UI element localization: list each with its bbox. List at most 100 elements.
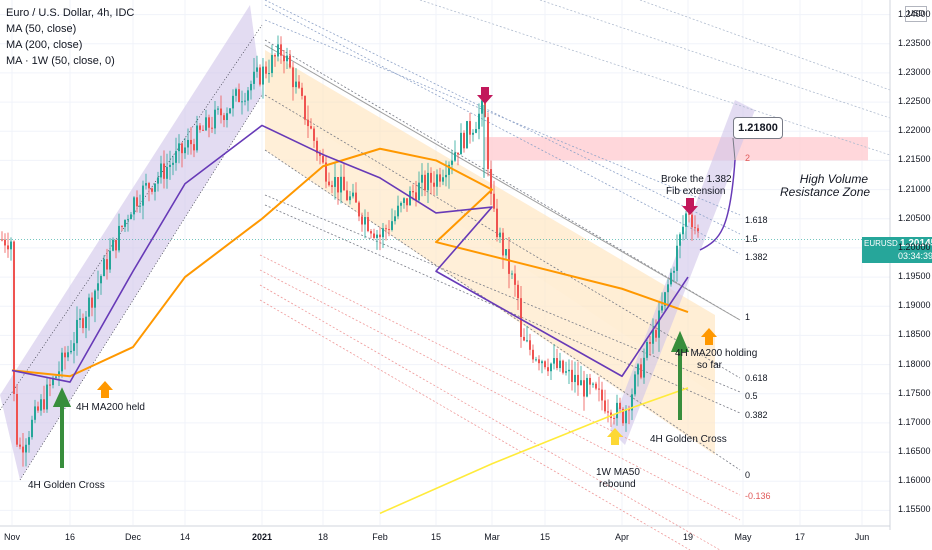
x-tick-label: Apr — [614, 532, 630, 542]
candle-body — [310, 126, 312, 129]
candle-body — [133, 197, 135, 215]
candle-body — [547, 367, 549, 372]
candle-body — [70, 350, 72, 353]
target-label: 1.21800 — [733, 117, 783, 139]
candle-body — [178, 143, 180, 152]
projection-curve — [699, 159, 736, 251]
y-tick-label: 1.21000 — [898, 183, 931, 194]
fib-label-1382: 1.382 — [745, 252, 768, 262]
candle-body — [430, 172, 432, 183]
candle-body — [220, 108, 222, 116]
candle-body — [469, 121, 471, 135]
fib-line — [264, 204, 741, 414]
fib-break-label-2: Fib extension — [666, 186, 726, 197]
fib-label-05: 0.5 — [745, 391, 758, 401]
candle-body — [109, 250, 111, 270]
x-tick-label: Dec — [124, 532, 142, 542]
candle-body — [454, 152, 456, 161]
candle-body — [196, 125, 198, 151]
candle-body — [505, 249, 507, 256]
candle-body — [688, 213, 690, 215]
candle-body — [226, 113, 228, 121]
candle-body — [238, 89, 240, 103]
candle-body — [628, 409, 630, 411]
candle-body — [343, 176, 345, 191]
candle-body — [544, 361, 546, 368]
candle-body — [655, 330, 657, 338]
candle-body — [646, 342, 648, 358]
candle-body — [364, 217, 366, 225]
candle-body — [394, 216, 396, 222]
candle-body — [211, 127, 213, 129]
price-tag-symbol: EURUSD — [864, 239, 898, 248]
candle-body — [445, 174, 447, 178]
candle-body — [235, 89, 237, 96]
wma50-rebound-label-2: rebound — [599, 479, 636, 490]
candle-body — [142, 185, 144, 206]
candle-body — [151, 188, 153, 192]
y-tick-label: 1.16000 — [898, 475, 931, 486]
candle-body — [574, 374, 576, 383]
candle-body — [112, 239, 114, 251]
currency-button[interactable]: USD — [905, 6, 927, 22]
candle-body — [241, 101, 243, 103]
candle-body — [466, 121, 468, 149]
legend-ma1w: MA · 1W (50, close, 0) — [6, 55, 115, 67]
candle-body — [217, 108, 219, 110]
candle-body — [64, 352, 66, 358]
candle-body — [295, 81, 297, 88]
wma50-rebound-label-1: 1W MA50 — [596, 467, 640, 478]
candle-body — [472, 132, 474, 135]
candle-body — [670, 272, 672, 285]
ma1w-line — [379, 387, 689, 515]
fib-label-1: 1 — [745, 312, 751, 322]
y-tick-label: 1.18500 — [898, 329, 931, 340]
candle-body — [436, 174, 438, 187]
candle-body — [457, 152, 459, 155]
candle-body — [286, 55, 288, 62]
candle-body — [346, 190, 348, 201]
candle-body — [82, 318, 84, 329]
candle-body — [352, 192, 354, 197]
candle-body — [649, 342, 651, 344]
candle-body — [28, 437, 30, 445]
x-tick-label: Mar — [484, 532, 500, 542]
target-pointer — [732, 137, 736, 161]
fib-line — [264, 149, 741, 471]
candle-body — [118, 225, 120, 251]
candle-body — [400, 202, 402, 206]
candle-body — [565, 371, 567, 373]
candle-body — [496, 208, 498, 238]
candle-body — [667, 284, 669, 293]
candle-body — [337, 177, 339, 193]
candle-body — [502, 232, 504, 256]
candle-body — [292, 67, 294, 88]
candle-body — [679, 234, 681, 246]
candle-body — [322, 155, 324, 163]
candle-body — [625, 409, 627, 424]
candle-body — [4, 239, 6, 246]
candle-body — [367, 217, 369, 232]
candle-body — [271, 55, 273, 74]
candle-body — [586, 377, 588, 397]
candle-body — [385, 228, 387, 230]
candle-body — [97, 283, 99, 291]
candle-body — [571, 369, 573, 383]
candle-body — [157, 177, 159, 184]
candle-body — [13, 241, 15, 394]
candle-body — [439, 174, 441, 182]
candle-body — [313, 128, 315, 141]
candle-body — [601, 389, 603, 401]
candle-body — [415, 192, 417, 201]
candle-body — [661, 305, 663, 311]
y-tick-label: 1.21500 — [898, 154, 931, 165]
candle-body — [631, 394, 633, 411]
legend-title: Euro / U.S. Dollar, 4h, IDC — [6, 7, 135, 19]
candle-body — [481, 100, 483, 114]
candle-body — [139, 205, 141, 207]
candle-body — [427, 172, 429, 191]
price-tag-countdown: 03:34:39 — [898, 251, 932, 261]
candle-body — [145, 183, 147, 186]
candle-body — [100, 276, 102, 284]
